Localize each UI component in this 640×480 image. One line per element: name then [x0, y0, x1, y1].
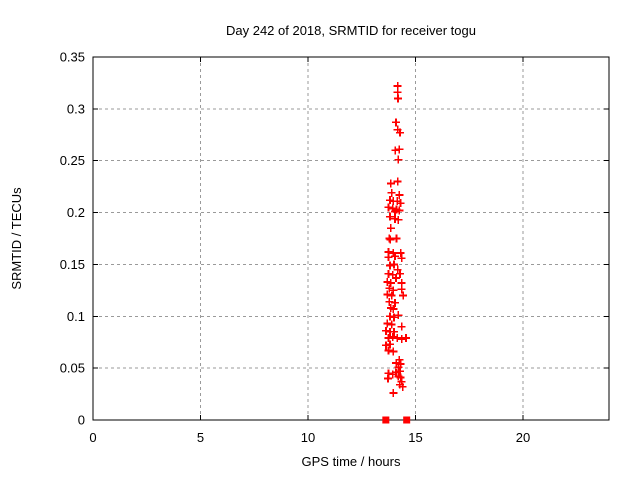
y-tick-label: 0 [78, 413, 85, 428]
data-point [394, 311, 403, 320]
data-point [389, 347, 398, 356]
data-point [384, 334, 393, 343]
data-point [395, 206, 404, 215]
data-point [387, 291, 396, 300]
tick-label-layer: 0 5 10 15 20 0 0.05 0.1 0.15 0.2 0.25 0.3 0.35 [60, 50, 531, 446]
data-point [391, 252, 400, 261]
data-point [391, 273, 400, 282]
data-point [394, 363, 403, 372]
data-point [394, 94, 403, 103]
data-point [390, 313, 398, 322]
data-point [392, 234, 401, 243]
data-point [389, 286, 398, 295]
data-point [387, 320, 396, 329]
data-point [382, 341, 391, 350]
data-point [391, 118, 400, 127]
data-point [386, 224, 395, 233]
x-axis-title: GPS time / hours [302, 454, 401, 469]
grid-layer [93, 57, 609, 420]
data-point [395, 145, 404, 154]
y-tick-label: 0.05 [60, 361, 85, 376]
plot-border [92, 56, 610, 421]
data-point [385, 234, 394, 243]
data-point [383, 374, 392, 383]
x-tick-label: 10 [301, 430, 315, 445]
data-point [382, 326, 391, 335]
data-point [390, 327, 398, 336]
data-point [385, 284, 394, 293]
data-point [388, 333, 397, 342]
data-point [396, 128, 405, 137]
data-point-layer [382, 82, 411, 424]
data-point [391, 146, 400, 155]
data-point [397, 285, 406, 294]
data-point [386, 279, 395, 288]
axis-layer [92, 56, 610, 421]
y-tick-label: 0.25 [60, 153, 85, 168]
data-point [394, 155, 403, 164]
chart-title: Day 242 of 2018, SRMTID for receiver tog… [226, 23, 476, 38]
data-point [384, 203, 393, 212]
data-point [396, 269, 405, 278]
data-point [385, 312, 394, 321]
data-point [397, 322, 406, 331]
data-point [397, 335, 406, 344]
data-point [396, 249, 405, 258]
y-tick-label: 0.15 [60, 257, 85, 272]
data-point [399, 291, 408, 300]
data-point [384, 253, 393, 262]
data-point [398, 382, 407, 391]
data-point [383, 290, 392, 299]
data-point [389, 305, 398, 314]
data-point [389, 389, 398, 398]
data-point [385, 297, 394, 306]
data-point [393, 177, 402, 186]
data-point [397, 254, 406, 263]
data-point [391, 207, 400, 216]
data-point [393, 265, 402, 274]
data-point [385, 212, 394, 221]
data-point [386, 235, 395, 244]
x-tick-label: 0 [89, 430, 96, 445]
data-point [391, 368, 400, 377]
data-point [393, 334, 402, 343]
y-tick-label: 0.1 [67, 309, 85, 324]
y-axis-title: SRMTID / TECUs [9, 187, 24, 290]
data-point [394, 215, 403, 224]
data-point [387, 188, 396, 197]
data-point [391, 298, 400, 307]
data-point [385, 261, 394, 270]
y-tick-label: 0.2 [67, 205, 85, 220]
data-point [385, 340, 394, 349]
data-point [395, 355, 404, 364]
data-point [402, 334, 411, 343]
data-point [395, 190, 404, 199]
data-point [383, 319, 392, 328]
zero-marker [382, 416, 390, 424]
data-point [396, 199, 405, 208]
data-point [386, 179, 395, 188]
data-point [384, 346, 393, 355]
data-point [390, 260, 398, 269]
zero-marker [403, 416, 411, 424]
y-tick-label: 0.35 [60, 50, 85, 65]
data-point [396, 373, 405, 382]
data-point [384, 269, 393, 278]
y-tick-label: 0.3 [67, 101, 85, 116]
x-tick-label: 20 [516, 430, 530, 445]
x-tick-label: 5 [197, 430, 204, 445]
x-tick-label: 15 [408, 430, 422, 445]
